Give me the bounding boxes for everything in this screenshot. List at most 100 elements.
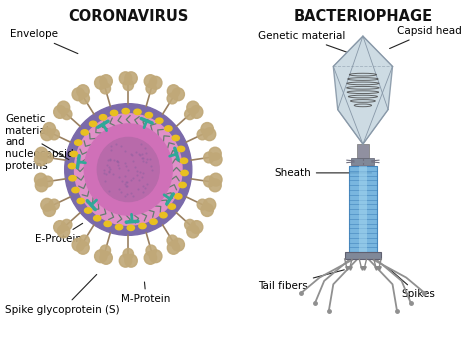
Ellipse shape [123,248,134,259]
Ellipse shape [172,238,184,251]
Ellipse shape [119,254,132,267]
Ellipse shape [167,235,178,246]
Circle shape [93,216,101,221]
Bar [359,166,367,252]
Ellipse shape [150,76,162,89]
Text: E-Protein: E-Protein [35,223,82,244]
Ellipse shape [204,176,214,187]
Bar [356,144,369,158]
Ellipse shape [209,147,221,160]
Ellipse shape [35,153,47,166]
Text: BACTERIOPHAGE: BACTERIOPHAGE [293,9,432,24]
Ellipse shape [172,88,184,101]
Ellipse shape [54,221,66,234]
Ellipse shape [100,75,112,87]
Circle shape [174,194,182,199]
Ellipse shape [125,254,137,267]
Ellipse shape [74,114,182,225]
Circle shape [77,198,84,204]
Ellipse shape [197,129,208,140]
Circle shape [100,115,107,120]
Ellipse shape [187,101,199,114]
Circle shape [177,146,185,152]
Bar [345,252,381,259]
Ellipse shape [146,83,156,94]
Ellipse shape [191,221,203,234]
Ellipse shape [79,235,90,246]
Text: Capsid head: Capsid head [390,26,462,48]
Ellipse shape [167,241,180,254]
Ellipse shape [35,147,48,160]
Text: Tail fibers: Tail fibers [258,270,344,291]
Ellipse shape [95,250,107,263]
Ellipse shape [150,250,162,263]
Ellipse shape [65,104,192,235]
Ellipse shape [210,153,222,166]
Ellipse shape [62,219,72,230]
Ellipse shape [43,204,55,216]
Ellipse shape [57,101,70,114]
Ellipse shape [35,173,47,186]
Circle shape [172,135,179,141]
Text: Genetic material: Genetic material [258,31,346,52]
Ellipse shape [72,88,84,101]
Ellipse shape [184,219,195,230]
Ellipse shape [43,123,55,135]
Ellipse shape [201,123,213,135]
Ellipse shape [54,105,66,118]
Text: Envelope: Envelope [10,29,78,54]
Ellipse shape [146,245,156,256]
Ellipse shape [167,93,178,104]
Ellipse shape [123,80,134,91]
Text: CORONAVIRUS: CORONAVIRUS [68,9,189,24]
Circle shape [181,158,188,163]
Text: Genetic
material
and
nucleocapsid
proteins: Genetic material and nucleocapsid protei… [5,114,74,171]
Ellipse shape [97,137,159,202]
Ellipse shape [42,152,53,163]
Ellipse shape [49,129,59,140]
Ellipse shape [72,238,84,251]
Circle shape [68,163,76,169]
Ellipse shape [41,198,53,211]
Ellipse shape [191,105,203,118]
Ellipse shape [95,76,107,89]
Circle shape [168,204,175,209]
Circle shape [84,208,92,213]
Ellipse shape [203,198,216,211]
Circle shape [90,121,97,126]
Circle shape [127,225,135,231]
Ellipse shape [41,128,53,141]
Circle shape [179,182,186,188]
Circle shape [165,126,172,131]
Ellipse shape [119,72,132,85]
Ellipse shape [49,199,59,210]
Ellipse shape [77,241,89,254]
Ellipse shape [35,179,48,192]
Text: Spike glycoprotein (S): Spike glycoprotein (S) [5,275,120,315]
Ellipse shape [100,252,112,264]
Circle shape [110,110,118,116]
Ellipse shape [84,124,172,215]
Polygon shape [333,36,392,144]
Circle shape [81,130,88,135]
Ellipse shape [187,225,199,238]
Ellipse shape [57,225,70,238]
Circle shape [72,187,79,193]
Text: Spikes: Spikes [388,267,436,299]
Circle shape [134,109,141,115]
Bar [351,158,374,165]
Circle shape [74,140,82,145]
Ellipse shape [210,173,222,186]
Ellipse shape [203,128,216,141]
Ellipse shape [125,72,137,85]
Ellipse shape [144,252,156,264]
Bar [349,166,376,252]
Circle shape [145,113,153,118]
Ellipse shape [79,93,90,104]
Circle shape [122,108,129,114]
Text: M-Protein: M-Protein [121,282,171,304]
Ellipse shape [204,152,214,163]
Ellipse shape [209,179,221,192]
Text: Sheath: Sheath [274,168,372,178]
Circle shape [150,219,157,224]
